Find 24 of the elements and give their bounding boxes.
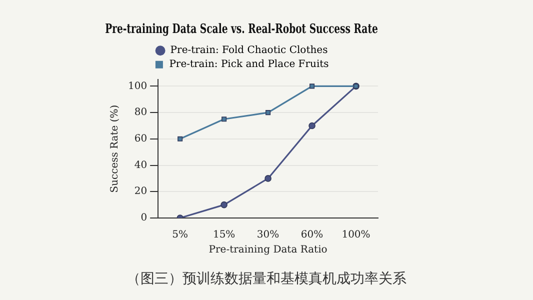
y-axis-title: Success Rate (%) bbox=[110, 104, 121, 193]
point bbox=[222, 116, 227, 122]
x-tick-label: 15% bbox=[212, 230, 236, 241]
legend-label: Pre-train: Pick and Place Fruits bbox=[169, 59, 329, 70]
point bbox=[220, 201, 228, 208]
point bbox=[178, 136, 183, 142]
x-axis-title: Pre-training Data Ratio bbox=[208, 244, 328, 256]
y-tick-label: 80 bbox=[134, 107, 148, 118]
y-tick-label: 20 bbox=[134, 186, 148, 198]
x-tick-label: 60% bbox=[300, 230, 324, 241]
x-tick-label: 5% bbox=[172, 230, 188, 241]
point bbox=[310, 84, 315, 89]
x-tick-label: 100% bbox=[342, 230, 370, 241]
point bbox=[264, 175, 272, 182]
chart-title: Pre-training Data Scale vs. Real-Robot Success Rate bbox=[105, 20, 378, 37]
legend-label: Pre-train: Fold Chaotic Clothes bbox=[170, 45, 328, 56]
text: （图三）预训练数据量和基模真机成功率关系 bbox=[126, 270, 408, 288]
point bbox=[266, 110, 271, 116]
y-tick-label: 100 bbox=[128, 80, 148, 92]
y-tick-label: 40 bbox=[134, 160, 148, 171]
y-tick-label: 0 bbox=[140, 212, 148, 224]
point bbox=[308, 122, 316, 130]
x-tick-label: 30% bbox=[256, 230, 280, 241]
y-tick-label: 60 bbox=[134, 134, 148, 145]
